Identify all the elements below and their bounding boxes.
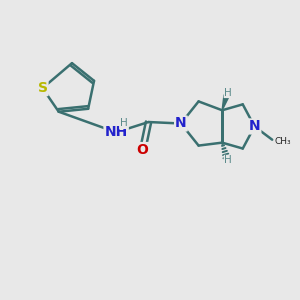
Text: H: H <box>120 118 128 128</box>
Text: NH: NH <box>104 125 128 139</box>
Text: CH₃: CH₃ <box>274 137 291 146</box>
Text: H: H <box>224 155 232 165</box>
Text: N: N <box>175 116 187 130</box>
Text: O: O <box>137 143 148 157</box>
Text: S: S <box>38 81 47 95</box>
Text: N: N <box>249 119 260 134</box>
Polygon shape <box>222 95 229 110</box>
Text: H: H <box>224 88 232 98</box>
